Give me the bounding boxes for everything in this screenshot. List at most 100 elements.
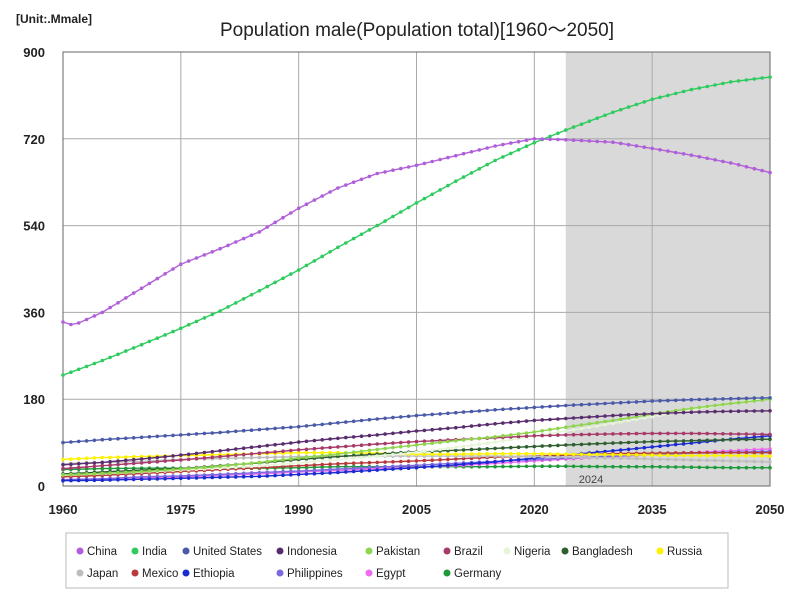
legend-item[interactable]: India [131,546,168,558]
legend-marker [365,547,373,555]
data-point-brazil [626,431,631,436]
data-point-ethiopia [186,476,191,480]
data-point-united-states [76,439,81,444]
legend-item[interactable]: Germany [443,568,502,580]
unit-label: [Unit:.Mmale] [16,12,92,26]
data-point-indonesia [540,418,544,422]
data-point-india [257,288,262,293]
y-tick-label: 900 [23,45,45,60]
data-point-united-states [139,435,144,440]
data-point-mexico [446,457,450,462]
data-point-pakistan [273,458,277,463]
legend-item[interactable]: Mexico [131,568,179,580]
data-point-bangladesh [595,441,599,446]
data-point-india [163,333,167,337]
data-point-china [493,144,497,148]
data-point-india [202,316,207,320]
data-point-india [658,95,662,100]
data-point-pakistan [485,435,490,440]
data-point-china [124,296,128,300]
data-point-china [202,253,207,257]
data-point-ethiopia [634,446,639,451]
legend-item[interactable]: Bangladesh [561,546,633,558]
data-point-brazil [61,466,65,471]
legend-label: Mexico [142,568,178,580]
data-point-china [587,139,592,143]
data-point-united-states [328,421,332,426]
data-point-nigeria [399,452,403,456]
data-point-bangladesh [666,439,670,444]
data-point-philippines [226,472,230,476]
data-point-pakistan [76,472,81,477]
data-point-nigeria [328,458,332,463]
data-point-japan [501,454,505,459]
data-point-bangladesh [650,439,654,444]
data-point-indonesia [241,446,246,451]
data-point-china [595,139,599,144]
data-point-nigeria [579,426,584,431]
data-point-united-states [257,427,262,432]
data-point-united-states [163,434,167,438]
legend-item[interactable]: Pakistan [365,546,421,558]
data-point-russia [516,451,521,456]
data-point-mexico [320,462,325,467]
data-point-indonesia [359,434,364,439]
data-point-ethiopia [375,468,380,472]
legend-item[interactable]: Ethiopia [182,568,236,580]
data-point-brazil [760,432,764,437]
legend-item[interactable]: China [76,546,118,558]
data-point-india [454,179,458,183]
data-point-japan [626,456,631,461]
data-point-india [752,77,757,81]
data-point-india [642,100,647,104]
data-point-indonesia [92,461,97,465]
data-point-nigeria [234,465,238,470]
data-point-nigeria [312,459,317,464]
data-point-bangladesh [760,437,764,442]
data-point-indonesia [681,410,686,415]
data-point-indonesia [626,413,631,417]
data-point-bangladesh [618,441,623,445]
data-point-germany [100,466,105,471]
data-point-ethiopia [84,478,89,483]
data-point-russia [469,452,474,456]
legend-item[interactable]: Brazil [443,546,483,558]
gridlines [62,51,771,487]
data-point-brazil [186,457,191,462]
legend-item[interactable]: Nigeria [503,546,552,558]
data-point-japan [768,460,772,464]
data-point-china [524,138,529,142]
legend-item[interactable]: Japan [76,568,119,580]
data-point-india [485,162,490,167]
data-point-ethiopia [422,465,427,469]
data-point-brazil [257,451,262,456]
data-point-india [469,171,474,175]
data-point-pakistan [131,470,136,474]
data-point-china [406,165,411,169]
data-point-ethiopia [438,464,442,468]
legend-label: Ethiopia [193,568,235,580]
data-point-russia [611,452,615,457]
data-point-china [650,146,654,151]
data-point-china [603,140,607,144]
data-point-brazil [336,445,340,449]
data-point-indonesia [69,462,73,467]
data-point-united-states [501,407,505,412]
legend-item[interactable]: Indonesia [276,546,338,558]
legend-item[interactable]: Philippines [276,568,343,580]
data-point-indonesia [705,410,709,414]
data-point-china [210,250,215,254]
data-point-china [383,170,387,174]
data-point-ethiopia [509,458,513,463]
data-point-pakistan [454,438,458,443]
data-point-india [650,97,654,102]
legend-item[interactable]: Russia [656,546,703,558]
legend-item[interactable]: United States [182,546,263,558]
data-point-india [768,75,772,79]
legend-item[interactable]: Egypt [365,568,407,580]
data-point-nigeria [273,462,277,467]
data-point-brazil [351,444,356,448]
data-point-united-states [736,396,741,401]
data-point-brazil [273,450,277,454]
data-point-united-states [359,418,364,423]
